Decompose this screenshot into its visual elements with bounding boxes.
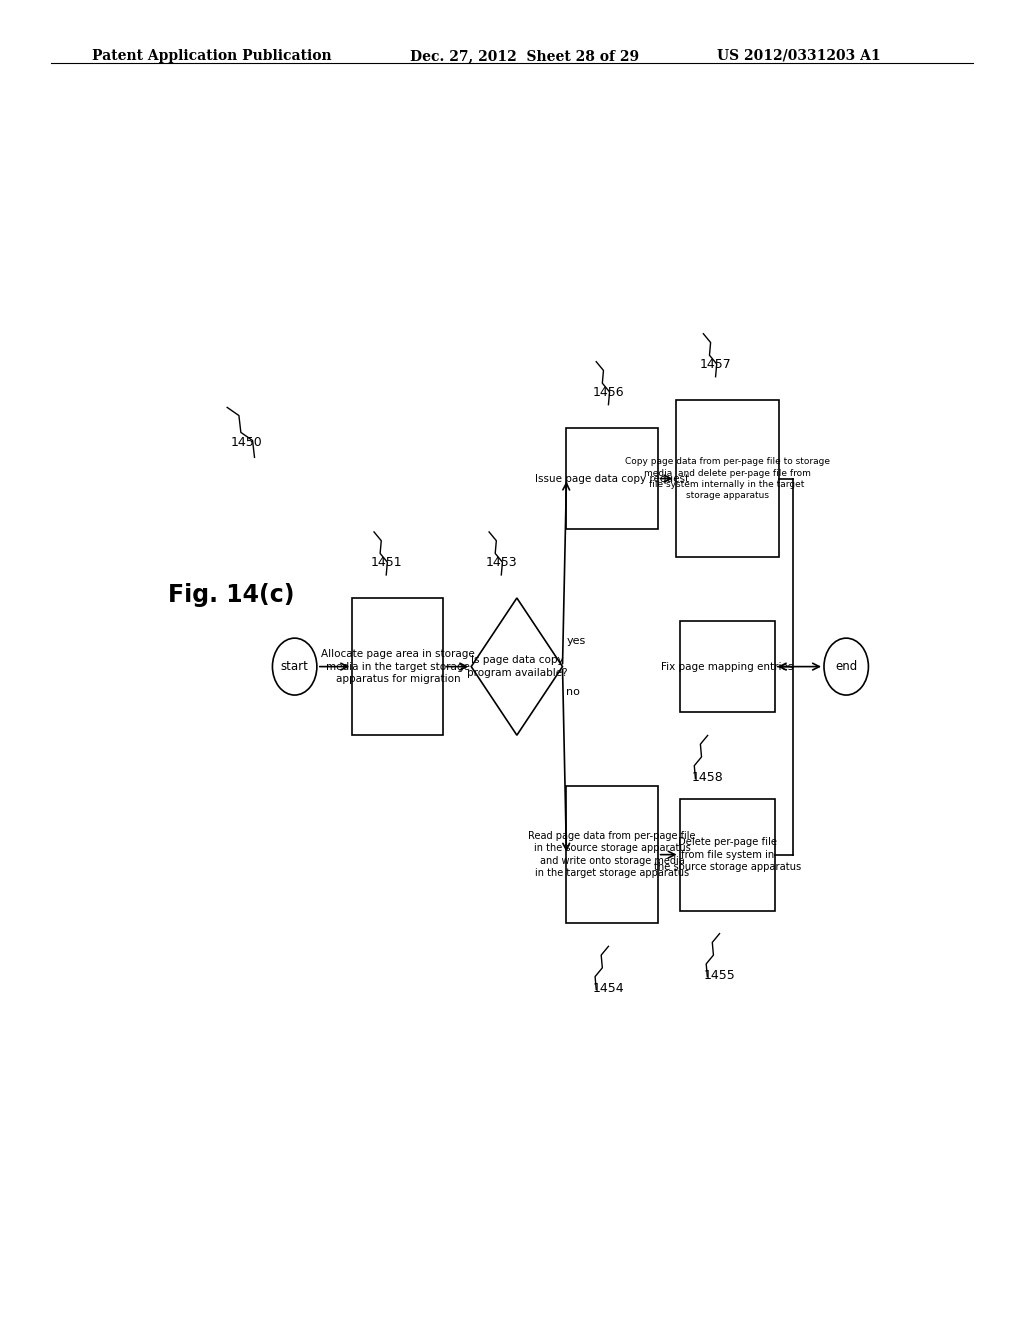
Text: Is page data copy
program available?: Is page data copy program available? [467, 656, 567, 677]
Text: Issue page data copy request: Issue page data copy request [535, 474, 689, 483]
Text: Patent Application Publication: Patent Application Publication [92, 49, 332, 63]
Circle shape [272, 638, 316, 696]
Text: 1456: 1456 [593, 385, 625, 399]
Text: 1450: 1450 [230, 436, 262, 449]
Text: 1458: 1458 [692, 771, 724, 784]
Text: Allocate page area in storage
media in the target storage
apparatus for migratio: Allocate page area in storage media in t… [321, 649, 475, 684]
FancyBboxPatch shape [352, 598, 443, 735]
FancyBboxPatch shape [566, 428, 657, 529]
FancyBboxPatch shape [566, 785, 657, 923]
Text: Fix page mapping entries: Fix page mapping entries [660, 661, 794, 672]
Text: yes: yes [566, 636, 586, 647]
Text: 1457: 1457 [699, 358, 731, 371]
Circle shape [824, 638, 868, 696]
Text: Dec. 27, 2012  Sheet 28 of 29: Dec. 27, 2012 Sheet 28 of 29 [410, 49, 639, 63]
FancyBboxPatch shape [680, 620, 775, 713]
Text: 1451: 1451 [371, 556, 402, 569]
Text: 1455: 1455 [703, 969, 735, 982]
Text: 1453: 1453 [485, 556, 517, 569]
Text: start: start [281, 660, 308, 673]
Polygon shape [471, 598, 562, 735]
Text: Delete per-page file
from file system in
the source storage apparatus: Delete per-page file from file system in… [653, 837, 801, 873]
Text: Read page data from per-page file
in the source storage apparatus
and write onto: Read page data from per-page file in the… [528, 832, 696, 878]
Text: Copy page data from per-page file to storage
media  and delete per-page file fro: Copy page data from per-page file to sto… [625, 458, 829, 500]
Text: no: no [566, 686, 581, 697]
Text: 1454: 1454 [593, 982, 625, 995]
FancyBboxPatch shape [676, 400, 778, 557]
Text: Fig. 14(c): Fig. 14(c) [168, 583, 294, 607]
Text: end: end [836, 660, 857, 673]
Text: US 2012/0331203 A1: US 2012/0331203 A1 [717, 49, 881, 63]
FancyBboxPatch shape [680, 799, 775, 911]
